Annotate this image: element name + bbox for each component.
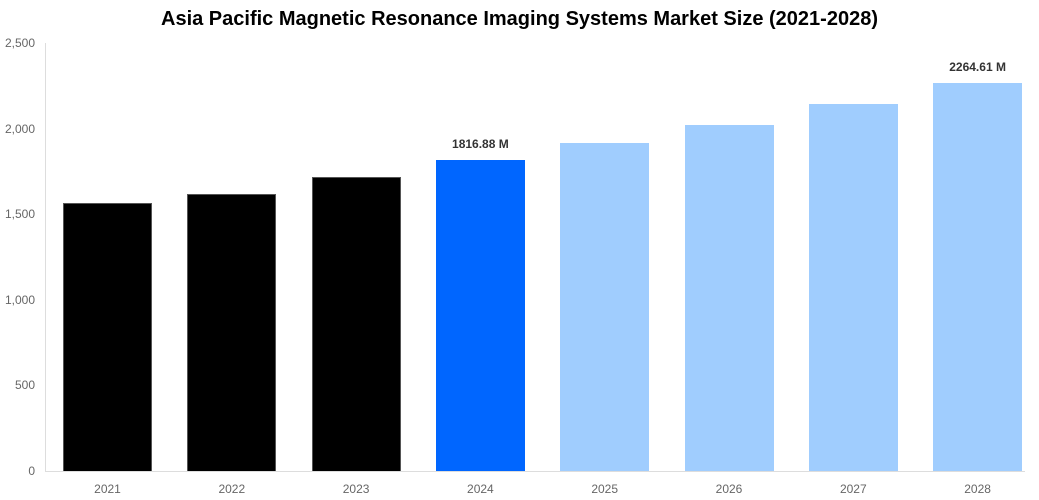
chart-title: Asia Pacific Magnetic Resonance Imaging … xyxy=(161,8,878,30)
y-tick-0: 0 xyxy=(28,464,35,478)
y-tick-1000: 1,000 xyxy=(4,292,35,307)
y-axis-line xyxy=(45,43,46,471)
y-tick-500: 500 xyxy=(14,378,35,393)
data-label-2028: 2264.61 M xyxy=(949,60,1006,75)
data-label-2024: 1816.88 M xyxy=(452,136,509,151)
bar-2025 xyxy=(560,143,650,471)
x-tick-2024: 2024 xyxy=(467,482,494,496)
bar-2021 xyxy=(63,203,152,471)
x-tick-2023: 2023 xyxy=(342,482,370,496)
bar-2022 xyxy=(187,193,277,471)
bar-2027 xyxy=(808,104,898,471)
bar-2023 xyxy=(311,177,401,471)
y-tick-2500: 2,500 xyxy=(4,36,35,50)
x-tick-2028: 2028 xyxy=(964,482,991,496)
bar-2024 xyxy=(435,159,525,471)
y-tick-2000: 2,000 xyxy=(4,121,35,136)
x-tick-2025: 2025 xyxy=(591,482,619,496)
bar-2026 xyxy=(684,124,774,471)
x-axis-line xyxy=(45,471,1025,472)
x-tick-2021: 2021 xyxy=(94,482,121,496)
y-tick-1500: 1,500 xyxy=(4,207,35,222)
x-tick-2022: 2022 xyxy=(218,482,246,496)
plot-area xyxy=(45,43,1039,471)
bar-2028 xyxy=(933,83,1023,471)
x-tick-2026: 2026 xyxy=(715,482,743,496)
x-tick-2027: 2027 xyxy=(839,482,867,496)
